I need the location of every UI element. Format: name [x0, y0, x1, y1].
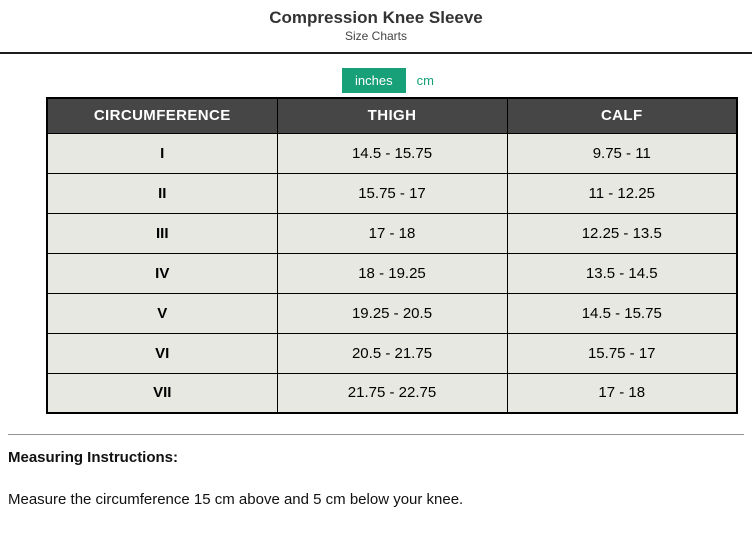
instructions-heading: Measuring Instructions: [8, 449, 179, 466]
thigh-cell: 20.5 - 21.75 [276, 332, 508, 374]
page-subtitle: Size Charts [344, 29, 408, 43]
calf-cell: 12.25 - 13.5 [506, 212, 738, 254]
table-header-row: CIRCUMFERENCE THIGH CALF [46, 97, 738, 134]
size-cell: VII [46, 372, 278, 414]
header-divider [0, 52, 752, 54]
column-header-circumference: CIRCUMFERENCE [46, 97, 278, 134]
table-row: IV 18 - 19.25 13.5 - 14.5 [46, 252, 738, 294]
size-cell: III [46, 212, 278, 254]
size-cell: IV [46, 252, 278, 294]
calf-cell: 13.5 - 14.5 [506, 252, 738, 294]
size-cell: VI [46, 332, 278, 374]
thigh-cell: 15.75 - 17 [276, 172, 508, 214]
table-row: II 15.75 - 17 11 - 12.25 [46, 172, 738, 214]
thigh-cell: 14.5 - 15.75 [276, 132, 508, 174]
size-cell: I [46, 132, 278, 174]
size-cell: II [46, 172, 278, 214]
unit-toggle: inches cm [46, 68, 738, 93]
size-chart-section: inches cm CIRCUMFERENCE THIGH CALF I 14.… [46, 68, 738, 414]
thigh-cell: 17 - 18 [276, 212, 508, 254]
unit-inches-button[interactable]: inches [342, 68, 406, 93]
calf-cell: 15.75 - 17 [506, 332, 738, 374]
page-header: Compression Knee Sleeve Size Charts [0, 0, 752, 43]
thigh-cell: 19.25 - 20.5 [276, 292, 508, 334]
thigh-cell: 18 - 19.25 [276, 252, 508, 294]
calf-cell: 14.5 - 15.75 [506, 292, 738, 334]
measuring-instructions: Measuring Instructions: Measure the circ… [8, 448, 744, 510]
column-header-calf: CALF [506, 97, 738, 134]
page-title: Compression Knee Sleeve [269, 8, 483, 27]
calf-cell: 9.75 - 11 [506, 132, 738, 174]
table-row: III 17 - 18 12.25 - 13.5 [46, 212, 738, 254]
section-divider [8, 434, 744, 435]
table-row: V 19.25 - 20.5 14.5 - 15.75 [46, 292, 738, 334]
table-row: VI 20.5 - 21.75 15.75 - 17 [46, 332, 738, 374]
calf-cell: 11 - 12.25 [506, 172, 738, 214]
calf-cell: 17 - 18 [506, 372, 738, 414]
size-chart-table: CIRCUMFERENCE THIGH CALF I 14.5 - 15.75 … [46, 97, 738, 414]
unit-cm-button[interactable]: cm [416, 73, 434, 88]
size-cell: V [46, 292, 278, 334]
table-row: VII 21.75 - 22.75 17 - 18 [46, 372, 738, 414]
thigh-cell: 21.75 - 22.75 [276, 372, 508, 414]
table-row: I 14.5 - 15.75 9.75 - 11 [46, 132, 738, 174]
instructions-body: Measure the circumference 15 cm above an… [8, 491, 464, 508]
column-header-thigh: THIGH [276, 97, 508, 134]
